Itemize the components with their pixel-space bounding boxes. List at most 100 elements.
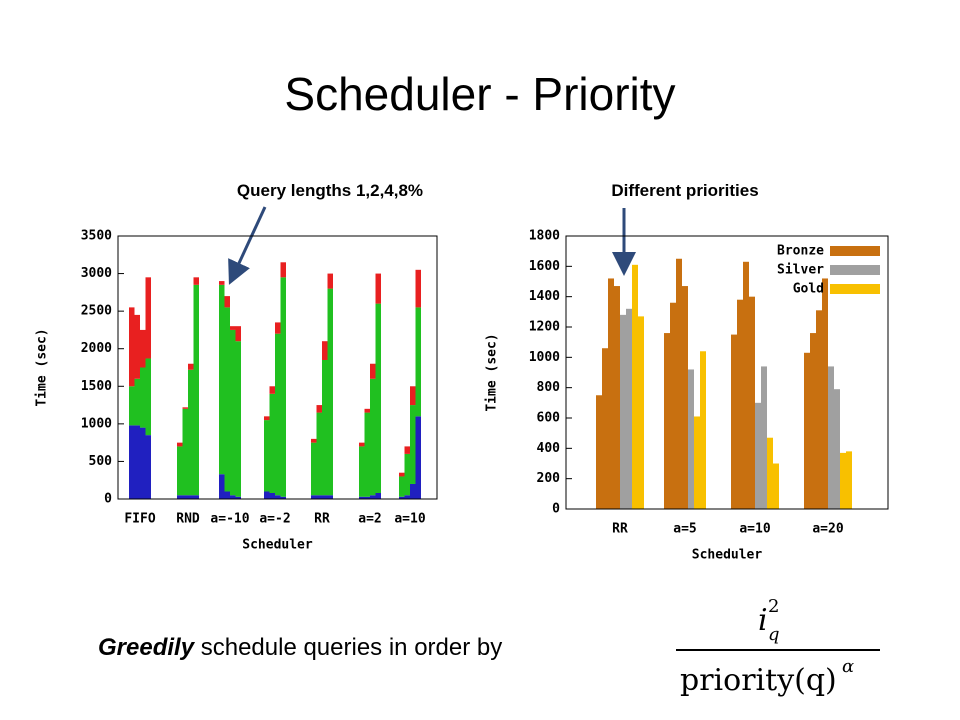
x-tick-label: a=20 — [812, 522, 843, 537]
bar-segment — [177, 446, 183, 496]
bar — [755, 402, 761, 509]
y-axis-title: Time (sec) — [485, 333, 500, 411]
bar — [626, 308, 632, 509]
bar — [602, 348, 608, 509]
bar-segment — [399, 496, 405, 499]
bar-segment — [316, 495, 322, 499]
bar — [596, 395, 602, 509]
bar-segment — [375, 273, 381, 304]
x-axis-title: Scheduler — [242, 538, 313, 553]
bar — [767, 437, 773, 509]
bar-segment — [145, 358, 151, 436]
bar-segment — [224, 491, 230, 499]
y-tick-label: 1600 — [529, 259, 560, 274]
bar — [816, 310, 822, 509]
bar-segment — [145, 277, 151, 359]
bar-segment — [230, 326, 236, 330]
annotation: Query lengths 1,2,4,8% — [237, 181, 423, 200]
bar-segment — [311, 495, 317, 499]
bar-segment — [410, 483, 416, 499]
bar-segment — [177, 442, 183, 447]
bar-segment — [219, 474, 225, 499]
bar-segment — [364, 496, 370, 499]
y-tick-label: 1500 — [81, 379, 112, 394]
bar-segment — [327, 495, 333, 499]
bar-segment — [370, 363, 376, 379]
bar — [620, 314, 626, 509]
bar-segment — [316, 412, 322, 496]
x-tick-label: RR — [314, 512, 330, 527]
bar-segment — [415, 416, 421, 499]
bar — [731, 334, 737, 509]
bar-segment — [280, 262, 286, 278]
bar-segment — [129, 425, 135, 499]
bar-segment — [134, 314, 140, 379]
bar-segment — [399, 472, 405, 477]
slide-title: Scheduler - Priority — [284, 68, 675, 120]
bar-segment — [145, 435, 151, 499]
bar-segment — [264, 491, 270, 499]
bar-segment — [193, 495, 199, 499]
formula-denominator: priority(q) — [680, 663, 837, 698]
x-tick-label: RND — [176, 512, 200, 527]
bar-segment — [375, 492, 381, 499]
legend-swatch — [830, 265, 880, 275]
bar-segment — [188, 369, 194, 496]
bar — [682, 286, 688, 509]
bar-segment — [280, 277, 286, 497]
bar-segment — [224, 307, 230, 492]
x-tick-label: a=-2 — [259, 512, 290, 527]
y-tick-label: 2000 — [81, 341, 112, 356]
bar-segment — [134, 425, 140, 499]
bar-segment — [404, 495, 410, 499]
y-tick-label: 1200 — [529, 320, 560, 335]
bar-segment — [327, 273, 333, 289]
bar — [737, 299, 743, 509]
y-tick-label: 3500 — [81, 229, 112, 244]
bar-segment — [364, 408, 370, 413]
bar-segment — [219, 281, 225, 285]
bar-segment — [410, 405, 416, 484]
bar-segment — [182, 407, 188, 409]
bar-segment — [415, 269, 421, 308]
bar-segment — [219, 284, 225, 475]
caption: Greedily schedule queries in order by — [98, 634, 502, 661]
bar — [670, 302, 676, 509]
bar — [743, 261, 749, 509]
y-tick-label: 400 — [537, 441, 561, 456]
bar-segment — [193, 284, 199, 496]
bar — [632, 264, 638, 509]
bar — [694, 416, 700, 509]
x-tick-label: a=10 — [739, 522, 770, 537]
y-tick-label: 800 — [537, 380, 561, 395]
y-tick-label: 600 — [537, 411, 561, 426]
bar-segment — [264, 416, 270, 421]
caption-emphasis: Greedily — [98, 634, 196, 661]
y-tick-label: 1800 — [529, 229, 560, 244]
legend-label: Gold — [793, 282, 824, 297]
bar-segment — [269, 492, 275, 499]
legend-label: Silver — [777, 263, 824, 278]
x-tick-label: RR — [612, 522, 628, 537]
bar-segment — [182, 408, 188, 496]
bar-segment — [327, 288, 333, 496]
bar-segment — [359, 442, 365, 447]
legend-swatch — [830, 284, 880, 294]
bar-segment — [275, 495, 281, 499]
arrow — [228, 206, 267, 285]
plot-frame — [117, 235, 438, 500]
bar-segment — [269, 393, 275, 493]
bar-segment — [404, 453, 410, 496]
bar-segment — [188, 495, 194, 499]
y-tick-label: 1400 — [529, 289, 560, 304]
bar-segment — [359, 496, 365, 499]
bar — [840, 452, 846, 509]
plot-frame — [565, 235, 889, 510]
bar — [822, 278, 828, 509]
bar-segment — [264, 420, 270, 492]
bar-segment — [370, 378, 376, 496]
bar-segment — [364, 412, 370, 497]
legend-swatch — [830, 246, 880, 256]
